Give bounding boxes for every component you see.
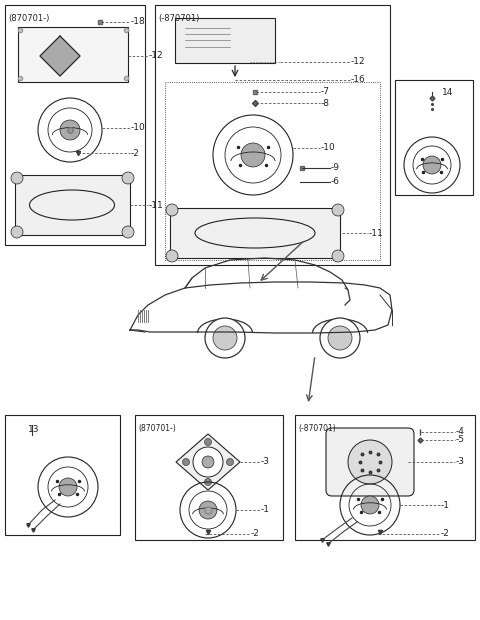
Circle shape — [204, 438, 212, 446]
FancyBboxPatch shape — [395, 80, 473, 195]
Text: -1: -1 — [261, 505, 270, 515]
Text: -16: -16 — [351, 76, 366, 84]
FancyBboxPatch shape — [326, 428, 414, 496]
FancyBboxPatch shape — [175, 18, 275, 63]
Text: -4: -4 — [456, 428, 465, 436]
Circle shape — [205, 318, 245, 358]
Circle shape — [348, 440, 392, 484]
Circle shape — [241, 143, 265, 167]
Circle shape — [423, 156, 441, 174]
Text: -2: -2 — [131, 149, 140, 157]
Circle shape — [199, 501, 217, 519]
Text: (-870701): (-870701) — [158, 14, 199, 23]
Circle shape — [204, 479, 212, 485]
Circle shape — [193, 447, 223, 477]
FancyBboxPatch shape — [135, 415, 283, 540]
Circle shape — [320, 318, 360, 358]
Circle shape — [166, 204, 178, 216]
FancyBboxPatch shape — [155, 5, 390, 265]
Text: -2: -2 — [251, 529, 260, 539]
Circle shape — [122, 172, 134, 184]
Circle shape — [332, 204, 344, 216]
Text: -7: -7 — [321, 87, 330, 97]
Polygon shape — [40, 36, 80, 76]
FancyBboxPatch shape — [295, 415, 475, 540]
Text: -10: -10 — [321, 143, 336, 153]
Text: -12: -12 — [351, 58, 366, 66]
Circle shape — [11, 172, 23, 184]
Polygon shape — [176, 434, 240, 490]
Text: -3: -3 — [456, 458, 465, 466]
Circle shape — [166, 250, 178, 262]
Text: -2: -2 — [441, 529, 450, 539]
Circle shape — [328, 326, 352, 350]
Text: -1: -1 — [441, 500, 450, 510]
Circle shape — [60, 120, 80, 140]
FancyBboxPatch shape — [5, 5, 145, 245]
Circle shape — [11, 226, 23, 238]
FancyBboxPatch shape — [170, 208, 340, 258]
Text: -10: -10 — [131, 123, 146, 133]
Circle shape — [59, 478, 77, 496]
Circle shape — [213, 326, 237, 350]
Circle shape — [227, 459, 233, 466]
Text: -6: -6 — [331, 177, 340, 187]
Circle shape — [182, 459, 190, 466]
Text: (870701-): (870701-) — [8, 14, 49, 23]
Circle shape — [122, 226, 134, 238]
FancyBboxPatch shape — [18, 27, 128, 82]
Text: -18: -18 — [131, 17, 146, 27]
Circle shape — [332, 250, 344, 262]
Circle shape — [361, 496, 379, 514]
Text: -9: -9 — [331, 164, 340, 172]
FancyBboxPatch shape — [15, 175, 130, 235]
Text: -11: -11 — [149, 200, 164, 210]
Text: -3: -3 — [261, 458, 270, 466]
Text: -11: -11 — [369, 229, 384, 237]
Circle shape — [202, 456, 214, 468]
Text: (-870701): (-870701) — [298, 424, 336, 433]
FancyBboxPatch shape — [5, 415, 120, 535]
Text: -5: -5 — [456, 435, 465, 445]
Text: -8: -8 — [321, 99, 330, 107]
Text: 13: 13 — [28, 425, 39, 434]
Text: (870701-): (870701-) — [138, 424, 176, 433]
Text: 14: 14 — [442, 88, 454, 97]
Text: -12: -12 — [149, 51, 164, 61]
